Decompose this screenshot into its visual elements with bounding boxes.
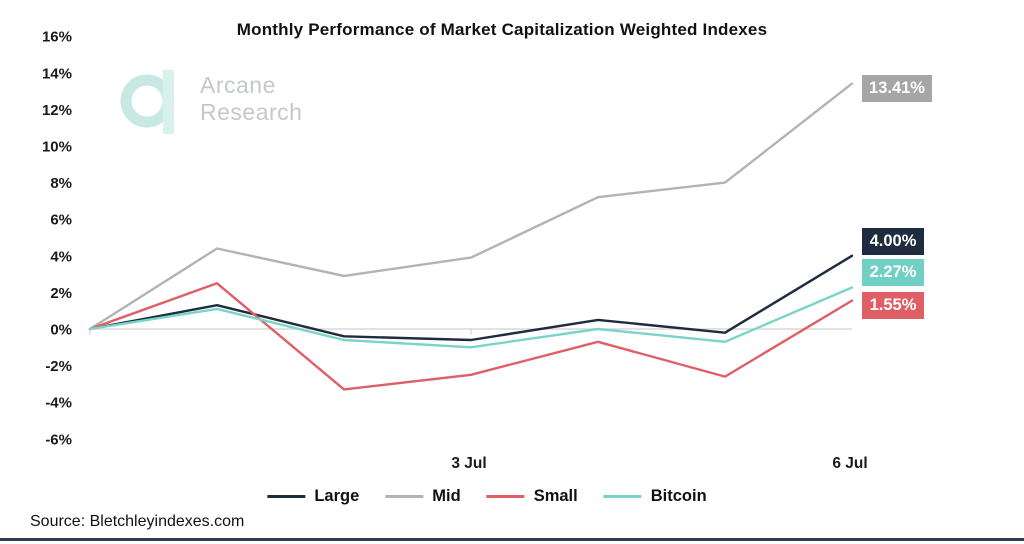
y-axis-tick-label: 16%	[42, 29, 72, 46]
line-series-small	[88, 282, 854, 391]
y-axis-tick-label: 12%	[42, 102, 72, 119]
y-axis-tick-label: -4%	[45, 395, 72, 412]
end-value-label-small: 1.55%	[862, 292, 924, 319]
source-attribution: Source: Bletchleyindexes.com	[30, 513, 245, 530]
line-series-bitcoin	[88, 286, 854, 349]
chart-legend: Large Mid Small Bitcoin	[267, 487, 707, 506]
y-axis-tick-label: 0%	[50, 322, 72, 339]
end-value-label-bitcoin: 2.27%	[862, 259, 924, 286]
arcane-logo-icon	[120, 70, 174, 134]
end-value-label-large: 4.00%	[862, 228, 924, 255]
watermark-line2: Research	[200, 99, 303, 125]
arcane-research-watermark: Arcane Research	[120, 68, 302, 136]
watermark-line1: Arcane	[200, 72, 276, 98]
line-series-mid	[88, 82, 854, 331]
legend-item-mid: Mid	[385, 487, 461, 506]
y-axis-tick-label: 4%	[50, 248, 72, 265]
y-axis-tick-label: -2%	[45, 358, 72, 375]
legend-swatch-small	[486, 495, 525, 498]
legend-swatch-bitcoin	[603, 495, 642, 498]
end-value-label-mid: 13.41%	[862, 75, 932, 102]
y-axis-tick-label: 6%	[50, 212, 72, 229]
legend-label-bitcoin: Bitcoin	[650, 487, 707, 505]
y-axis-tick-label: -6%	[45, 431, 72, 448]
legend-item-small: Small	[486, 487, 578, 506]
performance-line-chart: 16% 14% 12% 10% 8% 6% 4% 2% 0% -2% -4% -6% 3 Jul 6 Ju…	[42, 29, 868, 472]
line-series-large	[88, 254, 854, 342]
y-axis-tick-label: 8%	[50, 175, 72, 192]
legend-label-large: Large	[314, 487, 360, 505]
y-axis-tick-label: 2%	[50, 285, 72, 302]
legend-item-large: Large	[267, 487, 359, 506]
bottom-divider	[0, 538, 1024, 541]
watermark-text: Arcane Research	[200, 72, 302, 126]
legend-swatch-mid	[385, 495, 424, 498]
x-axis-tick-label: 6 Jul	[832, 455, 867, 472]
chart-title: Monthly Performance of Market Capitaliza…	[236, 20, 768, 39]
y-axis-tick-label: 14%	[42, 65, 72, 82]
legend-label-small: Small	[533, 487, 578, 505]
legend-swatch-large	[267, 495, 306, 498]
legend-item-bitcoin: Bitcoin	[603, 487, 707, 506]
legend-label-mid: Mid	[432, 487, 461, 505]
x-axis-tick-label: 3 Jul	[451, 455, 486, 472]
y-axis-tick-label: 10%	[42, 139, 72, 156]
